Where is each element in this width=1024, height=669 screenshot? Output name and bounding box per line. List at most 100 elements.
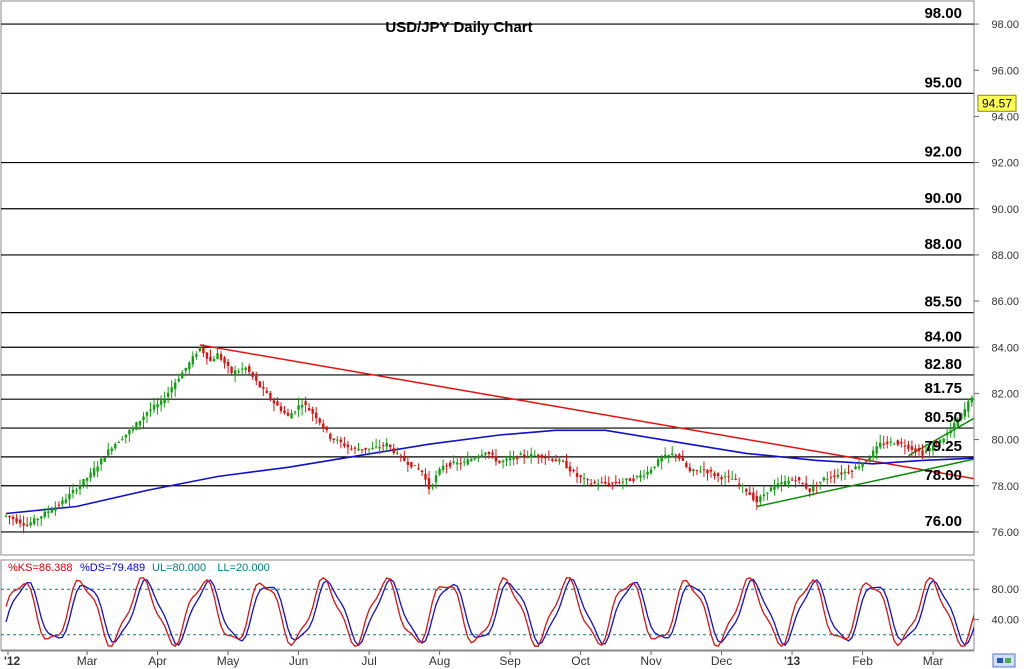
price-candle-265 bbox=[938, 439, 942, 449]
price-tick-label-11: 76.00 bbox=[991, 527, 1019, 539]
price-candle-249 bbox=[882, 435, 885, 449]
price-candle-196 bbox=[695, 469, 699, 476]
candle-body-153 bbox=[544, 457, 547, 459]
candle-body-142 bbox=[505, 458, 508, 461]
price-candle-243 bbox=[861, 462, 864, 472]
candle-body-3 bbox=[15, 518, 18, 523]
price-candle-237 bbox=[840, 465, 843, 481]
candle-body-247 bbox=[875, 446, 878, 454]
candle-body-101 bbox=[360, 449, 364, 451]
price-tick-label-6: 86.00 bbox=[991, 296, 1019, 308]
candle-body-68 bbox=[244, 367, 247, 371]
candle-body-17 bbox=[64, 499, 68, 503]
candle-body-180 bbox=[639, 474, 642, 478]
candle-body-159 bbox=[565, 460, 568, 469]
candle-body-158 bbox=[561, 460, 565, 462]
candle-body-13 bbox=[50, 510, 54, 513]
stochastic-legend-3: LL=20.000 bbox=[217, 562, 269, 574]
price-candle-150 bbox=[533, 450, 536, 457]
price-candle-140 bbox=[498, 460, 501, 464]
moving-average-line bbox=[5, 429, 974, 515]
price-candle-179 bbox=[635, 475, 639, 480]
candle-body-160 bbox=[568, 466, 572, 472]
candle-body-178 bbox=[632, 478, 635, 482]
candle-body-234 bbox=[829, 477, 833, 479]
candle-body-54 bbox=[195, 354, 198, 357]
candle-body-177 bbox=[628, 478, 632, 482]
price-candle-228 bbox=[808, 488, 811, 498]
candle-body-71 bbox=[255, 375, 258, 381]
price-candle-239 bbox=[847, 464, 850, 475]
candle-body-146 bbox=[519, 453, 522, 455]
price-candle-186 bbox=[660, 454, 663, 470]
candle-body-172 bbox=[611, 482, 614, 484]
candle-body-33 bbox=[121, 439, 124, 441]
date-tick-label-5: Jul bbox=[361, 654, 376, 668]
price-candle-11 bbox=[43, 507, 46, 519]
price-candle-63 bbox=[226, 358, 230, 374]
price-candle-43 bbox=[156, 397, 159, 415]
price-candle-148 bbox=[526, 450, 529, 459]
price-candle-133 bbox=[473, 456, 477, 461]
price-candle-66 bbox=[237, 368, 240, 374]
candle-body-70 bbox=[251, 372, 254, 377]
price-candle-91 bbox=[325, 426, 328, 433]
price-candle-104 bbox=[371, 441, 374, 450]
candle-body-210 bbox=[745, 489, 748, 492]
price-candle-21 bbox=[78, 479, 82, 496]
price-candle-247 bbox=[875, 441, 878, 460]
candle-body-187 bbox=[663, 454, 667, 459]
price-candle-16 bbox=[61, 496, 64, 509]
price-candle-105 bbox=[374, 438, 378, 449]
price-candle-3 bbox=[15, 514, 18, 525]
date-tick-label-11: '13 bbox=[784, 654, 801, 668]
candle-body-38 bbox=[138, 420, 142, 426]
candle-body-69 bbox=[248, 366, 251, 373]
price-candle-261 bbox=[924, 443, 928, 455]
candle-body-103 bbox=[367, 448, 371, 450]
price-candle-268 bbox=[949, 422, 952, 438]
price-candle-178 bbox=[632, 474, 635, 484]
price-candle-52 bbox=[188, 360, 191, 376]
price-candle-232 bbox=[822, 476, 825, 483]
price-candle-258 bbox=[914, 444, 917, 459]
price-candle-136 bbox=[484, 451, 487, 460]
price-candle-86 bbox=[307, 403, 311, 411]
price-candle-48 bbox=[174, 378, 177, 397]
candle-body-15 bbox=[57, 504, 61, 506]
candle-body-41 bbox=[149, 409, 152, 412]
price-candle-31 bbox=[114, 442, 117, 451]
candle-body-23 bbox=[85, 477, 89, 481]
price-candle-219 bbox=[776, 477, 780, 490]
candle-body-36 bbox=[131, 427, 135, 431]
candle-body-6 bbox=[25, 524, 29, 526]
price-candle-97 bbox=[346, 440, 350, 455]
level-label-11: 78.00 bbox=[924, 467, 962, 484]
candle-body-106 bbox=[378, 447, 381, 449]
candle-body-192 bbox=[681, 457, 684, 461]
price-candle-108 bbox=[385, 438, 388, 452]
candle-body-7 bbox=[29, 522, 32, 526]
candle-body-98 bbox=[350, 448, 353, 450]
stochastic-ks-line bbox=[5, 576, 974, 648]
candle-body-130 bbox=[463, 461, 466, 463]
candle-body-166 bbox=[589, 483, 593, 485]
candle-body-117 bbox=[417, 468, 420, 470]
candle-body-125 bbox=[445, 465, 448, 467]
candle-body-272 bbox=[963, 409, 966, 417]
price-candle-253 bbox=[896, 439, 900, 447]
price-candle-262 bbox=[928, 441, 931, 459]
candle-body-170 bbox=[604, 482, 607, 484]
candle-body-193 bbox=[685, 463, 688, 468]
price-candle-72 bbox=[258, 380, 261, 389]
price-candle-198 bbox=[702, 461, 706, 477]
candle-body-236 bbox=[836, 474, 840, 477]
level-labels: 98.00 95.00 92.00 90.00 88.00 85.50 84.00 82.80… bbox=[924, 5, 962, 530]
price-candle-64 bbox=[230, 366, 233, 375]
price-candle-233 bbox=[826, 471, 829, 485]
price-tick-label-8: 82.00 bbox=[991, 388, 1019, 400]
candle-body-273 bbox=[967, 401, 970, 412]
candle-body-176 bbox=[625, 478, 628, 481]
stochastic-tick-label-0: 80.00 bbox=[991, 584, 1019, 596]
price-candle-221 bbox=[783, 475, 787, 487]
